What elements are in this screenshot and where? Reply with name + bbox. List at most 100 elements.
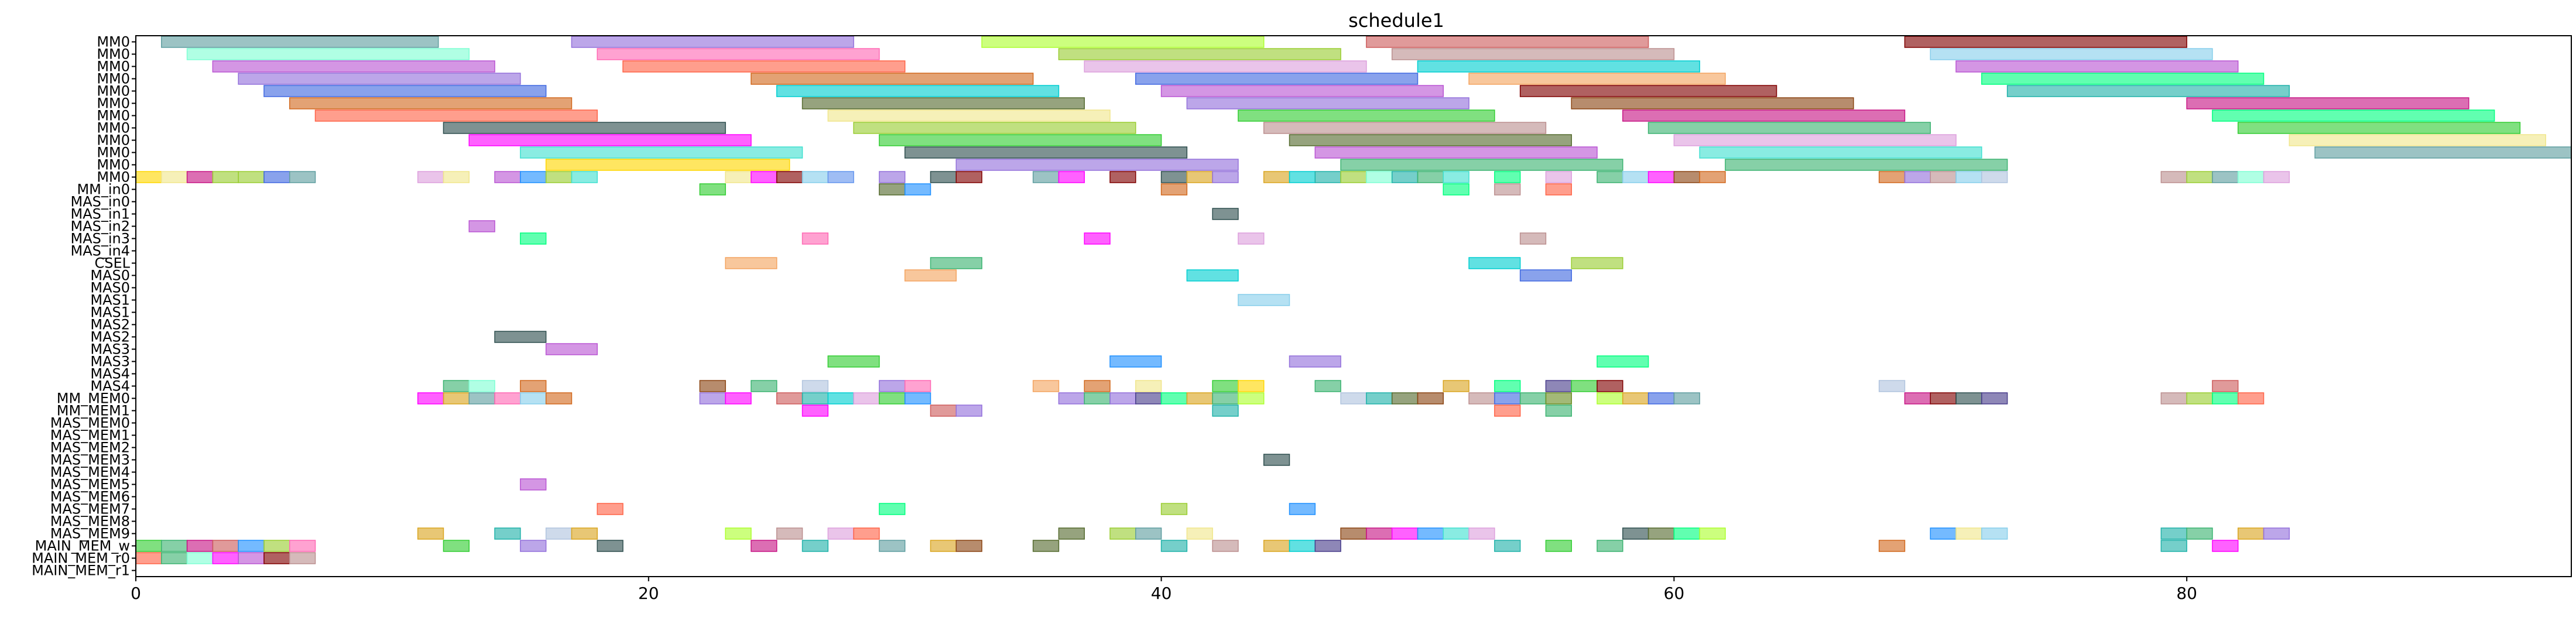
task-bar-200 [1212,405,1239,417]
task-bar-177 [1340,392,1367,405]
task-bar-69 [776,171,803,183]
task-bar-170 [1084,392,1111,405]
task-bar-28 [1571,97,1854,109]
task-bar-256 [1263,540,1290,552]
y-tick-label: MAIN_MEM_r0 [32,550,130,567]
plot-frame [135,35,2572,577]
task-bar-90 [1545,171,1572,183]
task-bar-62 [443,171,470,183]
task-bar-223 [1391,527,1419,540]
task-bar-242 [238,540,265,552]
task-bar-37 [1263,122,1547,134]
task-bar-232 [1955,527,1982,540]
x-tick-label: 80 [2176,584,2197,603]
task-bar-185 [1597,392,1623,405]
task-bar-101 [2160,171,2187,183]
task-bar-203 [1263,454,1290,466]
y-tick-label: MM0 [97,83,130,100]
task-bar-152 [1597,380,1623,392]
task-bar-19 [1981,73,2265,85]
task-bar-33 [1622,109,1906,122]
task-bar-158 [494,392,521,405]
task-bar-63 [494,171,521,183]
task-bar-42 [1289,134,1572,146]
task-bar-82 [1289,171,1316,183]
y-tick-label: MAS2 [90,329,130,345]
task-bar-179 [1391,392,1419,405]
task-bar-50 [545,159,790,171]
task-bar-191 [1955,392,1982,405]
task-bar-16 [751,73,1034,85]
task-bar-148 [1443,380,1469,392]
task-bar-103 [2212,171,2239,183]
task-bar-226 [1468,527,1495,540]
task-bar-15 [238,73,521,85]
task-bar-25 [289,97,573,109]
task-bar-18 [1468,73,1726,85]
task-bar-221 [1340,527,1367,540]
task-bar-112 [1545,183,1572,196]
task-bar-252 [955,540,982,552]
task-bar-58 [238,171,265,183]
task-bar-111 [1494,183,1521,196]
task-bar-260 [1545,540,1572,552]
task-bar-67 [725,171,752,183]
y-tick-label: MAS_in4 [70,243,130,259]
task-bar-250 [879,540,906,552]
task-bar-214 [776,527,803,540]
task-bar-261 [1597,540,1623,552]
y-tick-label: MAS_in3 [70,231,130,247]
task-bar-173 [1160,392,1188,405]
task-bar-215 [827,527,854,540]
y-tick-label: MM0 [97,169,130,186]
task-bar-263 [2160,540,2187,552]
task-bar-164 [801,392,829,405]
task-bar-118 [1238,232,1265,245]
task-bar-189 [1904,392,1931,405]
task-bar-96 [1878,171,1906,183]
y-tick-label: MAS_MEM5 [50,477,130,493]
task-bar-245 [443,540,470,552]
task-bar-4 [1904,36,2187,48]
task-bar-167 [879,392,906,405]
task-bar-32 [1238,109,1495,122]
y-tick-label: MAS_MEM3 [50,452,130,468]
task-bar-194 [2186,392,2213,405]
task-bar-197 [801,405,829,417]
task-bar-64 [520,171,547,183]
task-bar-222 [1366,527,1393,540]
task-bar-80 [1212,171,1239,183]
task-bar-224 [1417,527,1444,540]
task-bar-236 [2237,527,2265,540]
task-bar-102 [2186,171,2213,183]
task-bar-36 [853,122,1136,134]
task-bar-66 [571,171,598,183]
task-bar-270 [263,552,290,564]
task-bar-155 [417,392,444,405]
task-bar-240 [186,540,214,552]
task-bar-0 [161,36,439,48]
task-bar-12 [1084,60,1367,73]
task-bar-110 [1443,183,1469,196]
task-bar-211 [545,527,573,540]
task-bar-45 [520,146,803,159]
task-bar-244 [289,540,316,552]
task-bar-89 [1494,171,1521,183]
task-bar-61 [417,171,444,183]
task-bar-207 [1160,503,1188,515]
task-bar-217 [1058,527,1085,540]
task-bar-27 [1186,97,1469,109]
task-bar-265 [135,552,162,564]
x-tick-label: 60 [1664,584,1685,603]
y-tick-label: MM0 [97,108,130,124]
task-bar-234 [2160,527,2187,540]
task-bar-213 [725,527,752,540]
task-bar-51 [955,159,1239,171]
task-bar-105 [2263,171,2290,183]
task-bar-97 [1904,171,1931,183]
task-bar-206 [879,503,906,515]
task-bar-196 [2237,392,2265,405]
y-tick-label: MAS0 [90,280,130,296]
task-bar-35 [443,122,726,134]
